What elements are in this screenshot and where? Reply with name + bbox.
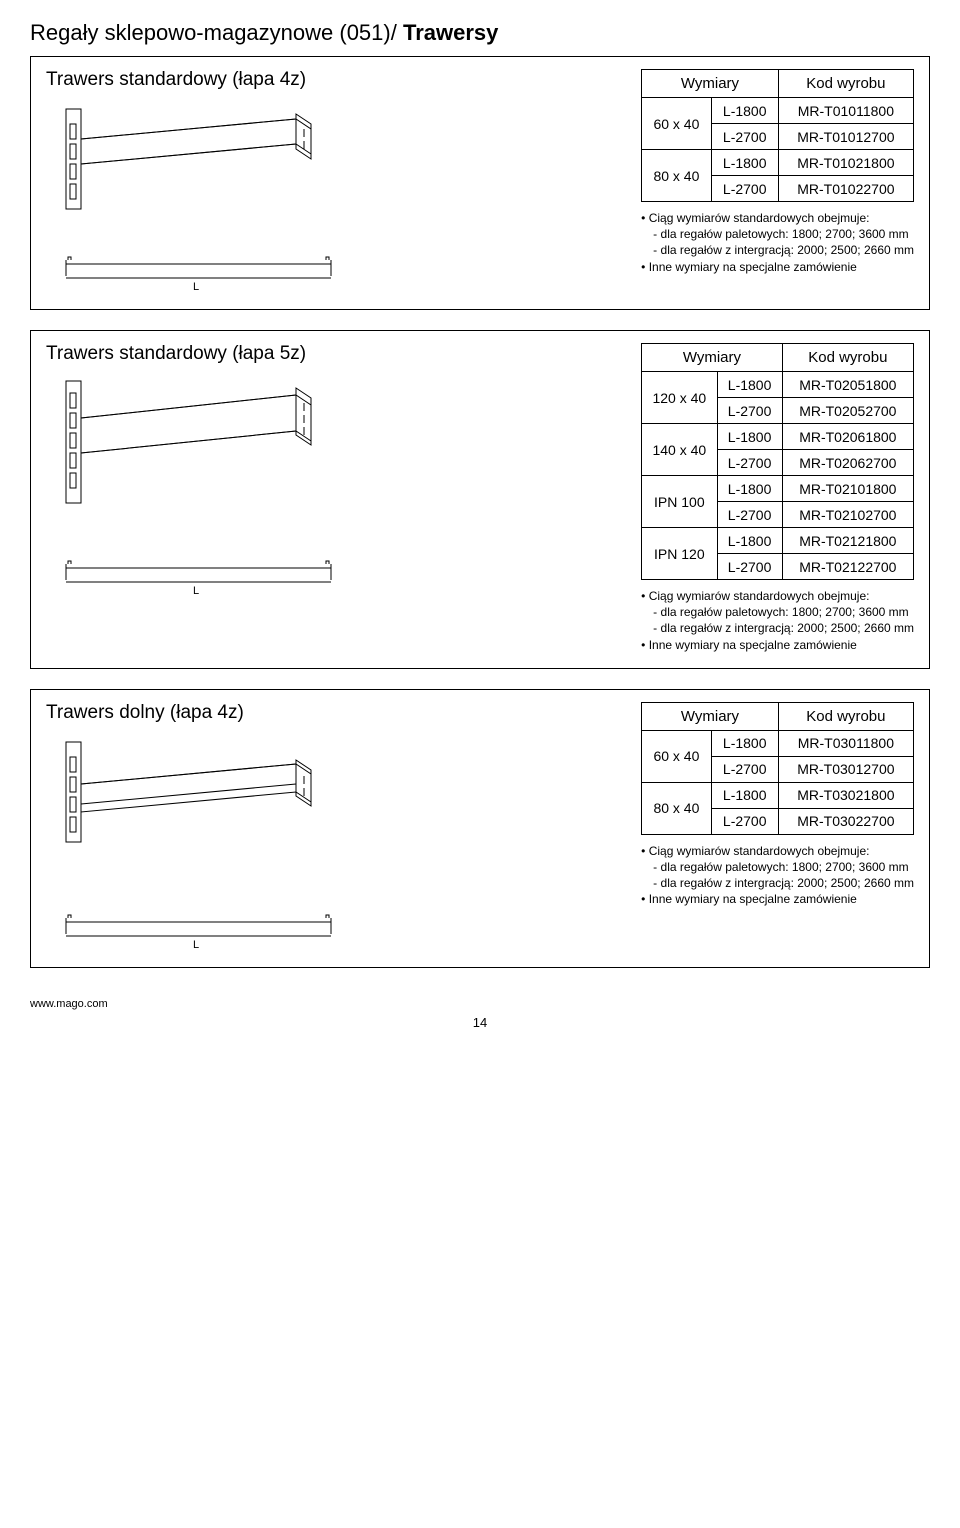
note-line: dla regałów z intergracją: 2000; 2500; 2… (641, 620, 914, 636)
note-line: Inne wymiary na specjalne zamówienie (641, 637, 914, 653)
spec-table-dolny: Wymiary Kod wyrobu 60 x 40 L-1800 MR-T03… (641, 702, 914, 835)
section-title-dolny: Trawers dolny (łapa 4z) (46, 702, 611, 724)
l-cell: L-2700 (711, 808, 778, 834)
th-dims: Wymiary (642, 344, 782, 372)
l-cell: L-2700 (711, 176, 778, 202)
code-cell: MR-T03022700 (778, 808, 913, 834)
section-trawers-4z: Trawers standardowy (łapa 4z) (30, 56, 930, 310)
l-cell: L-2700 (711, 124, 778, 150)
page-title: Regały sklepowo-magazynowe (051)/ Trawer… (30, 20, 930, 46)
l-cell: L-1800 (717, 476, 782, 502)
code-cell: MR-T03011800 (778, 730, 913, 756)
th-code: Kod wyrobu (778, 70, 913, 98)
l-label: L (193, 585, 199, 597)
note-line: dla regałów paletowych: 1800; 2700; 3600… (641, 604, 914, 620)
note-line: dla regałów paletowych: 1800; 2700; 3600… (641, 226, 914, 242)
dimension-drawing-5z: L (46, 558, 346, 598)
page-title-prefix: Regały sklepowo-magazynowe (051)/ (30, 20, 403, 45)
l-cell: L-1800 (711, 782, 778, 808)
l-cell: L-2700 (711, 756, 778, 782)
section-title-5z: Trawers standardowy (łapa 5z) (46, 343, 611, 365)
note-line: dla regałów z intergracją: 2000; 2500; 2… (641, 875, 914, 891)
th-dims: Wymiary (642, 702, 779, 730)
section-trawers-5z: Trawers standardowy (łapa 5z) (30, 330, 930, 669)
note-line: dla regałów z intergracją: 2000; 2500; 2… (641, 242, 914, 258)
dim-cell: 80 x 40 (642, 150, 712, 202)
code-cell: MR-T01011800 (778, 98, 913, 124)
page-title-bold: Trawersy (403, 20, 498, 45)
l-cell: L-2700 (717, 398, 782, 424)
note-line: dla regałów paletowych: 1800; 2700; 3600… (641, 859, 914, 875)
dim-cell: 80 x 40 (642, 782, 712, 834)
page-number: 14 (30, 1015, 930, 1030)
l-cell: L-2700 (717, 554, 782, 580)
note-line: Ciąg wymiarów standardowych obejmuje: (641, 210, 914, 226)
code-cell: MR-T01012700 (778, 124, 913, 150)
code-cell: MR-T02101800 (782, 476, 913, 502)
note-line: Inne wymiary na specjalne zamówienie (641, 259, 914, 275)
dim-cell: 140 x 40 (642, 424, 717, 476)
dim-cell: 60 x 40 (642, 730, 712, 782)
section-trawers-dolny: Trawers dolny (łapa 4z) (30, 689, 930, 968)
code-cell: MR-T02062700 (782, 450, 913, 476)
notes-dolny: Ciąg wymiarów standardowych obejmuje: dl… (641, 843, 914, 908)
section-title-4z: Trawers standardowy (łapa 4z) (46, 69, 611, 91)
dim-cell: IPN 120 (642, 528, 717, 580)
spec-table-5z: Wymiary Kod wyrobu 120 x 40 L-1800 MR-T0… (641, 343, 914, 580)
code-cell: MR-T03012700 (778, 756, 913, 782)
spec-table-4z: Wymiary Kod wyrobu 60 x 40 L-1800 MR-T01… (641, 69, 914, 202)
notes-5z: Ciąg wymiarów standardowych obejmuje: dl… (641, 588, 914, 653)
l-cell: L-1800 (711, 150, 778, 176)
note-line: Ciąg wymiarów standardowych obejmuje: (641, 843, 914, 859)
dim-cell: IPN 100 (642, 476, 717, 528)
note-line: Inne wymiary na specjalne zamówienie (641, 891, 914, 907)
l-label: L (193, 939, 199, 951)
l-cell: L-1800 (711, 98, 778, 124)
code-cell: MR-T02122700 (782, 554, 913, 580)
l-cell: L-2700 (717, 450, 782, 476)
note-line: Ciąg wymiarów standardowych obejmuje: (641, 588, 914, 604)
notes-4z: Ciąg wymiarów standardowych obejmuje: dl… (641, 210, 914, 275)
l-cell: L-1800 (717, 424, 782, 450)
code-cell: MR-T01022700 (778, 176, 913, 202)
beam-drawing-4z (46, 99, 346, 239)
code-cell: MR-T02052700 (782, 398, 913, 424)
code-cell: MR-T02061800 (782, 424, 913, 450)
code-cell: MR-T02121800 (782, 528, 913, 554)
code-cell: MR-T01021800 (778, 150, 913, 176)
code-cell: MR-T03021800 (778, 782, 913, 808)
l-cell: L-1800 (711, 730, 778, 756)
footer-url: www.mago.com (30, 998, 930, 1010)
l-label: L (193, 281, 199, 293)
beam-drawing-5z (46, 373, 346, 543)
beam-drawing-dolny (46, 732, 346, 872)
l-cell: L-1800 (717, 372, 782, 398)
th-code: Kod wyrobu (782, 344, 913, 372)
dim-cell: 60 x 40 (642, 98, 712, 150)
dim-cell: 120 x 40 (642, 372, 717, 424)
th-code: Kod wyrobu (778, 702, 913, 730)
code-cell: MR-T02102700 (782, 502, 913, 528)
l-cell: L-1800 (717, 528, 782, 554)
code-cell: MR-T02051800 (782, 372, 913, 398)
th-dims: Wymiary (642, 70, 779, 98)
l-cell: L-2700 (717, 502, 782, 528)
dimension-drawing-dolny: L (46, 912, 346, 952)
dimension-drawing-4z: L (46, 254, 346, 294)
